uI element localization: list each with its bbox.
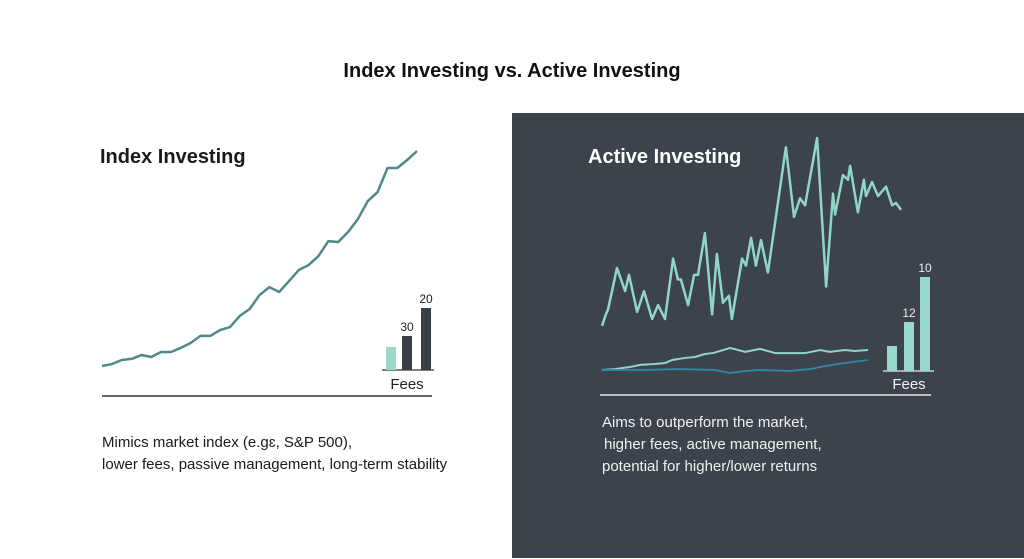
page-title: Index Investing vs. Active Investing bbox=[343, 60, 681, 82]
index-description: Mimics market index (e.gɛ, S&P 500), low… bbox=[102, 432, 447, 476]
active-fees-label: Fees bbox=[892, 376, 925, 393]
active-series-line bbox=[600, 136, 903, 327]
fees-bar bbox=[421, 308, 431, 370]
fees-bar bbox=[920, 277, 930, 371]
fees-bar-label: 10 bbox=[918, 261, 932, 275]
index-series-line bbox=[101, 150, 418, 368]
fees-bar-label: 12 bbox=[902, 306, 916, 320]
fees-bar-label: 20 bbox=[419, 292, 433, 306]
active-chart: 12 10 bbox=[600, 136, 934, 396]
active-investing-panel bbox=[512, 113, 1024, 558]
index-description-line: lower fees, passive management, long-ter… bbox=[102, 456, 448, 473]
active-description: Aims to outperform the market, higher fe… bbox=[602, 412, 822, 478]
active-low-line bbox=[601, 346, 869, 371]
active-description-line: potential for higher/lower returns bbox=[602, 458, 818, 475]
index-chart: 30 20 bbox=[101, 150, 434, 397]
fees-bar bbox=[386, 347, 396, 370]
index-investing-heading: Index Investing bbox=[100, 146, 246, 168]
active-description-line: higher fees, active management, bbox=[604, 436, 822, 453]
index-description-line: Mimics market index (e.gɛ, S&P 500), bbox=[102, 434, 353, 451]
fees-bar bbox=[887, 346, 897, 371]
index-fees-label: Fees bbox=[390, 376, 423, 393]
fees-bar bbox=[402, 336, 412, 370]
fees-bar-label: 30 bbox=[400, 320, 414, 334]
active-description-line: Aims to outperform the market, bbox=[602, 414, 808, 431]
active-investing-heading: Active Investing bbox=[588, 146, 742, 168]
active-low-blue-line bbox=[602, 359, 869, 374]
fees-bar bbox=[904, 322, 914, 371]
